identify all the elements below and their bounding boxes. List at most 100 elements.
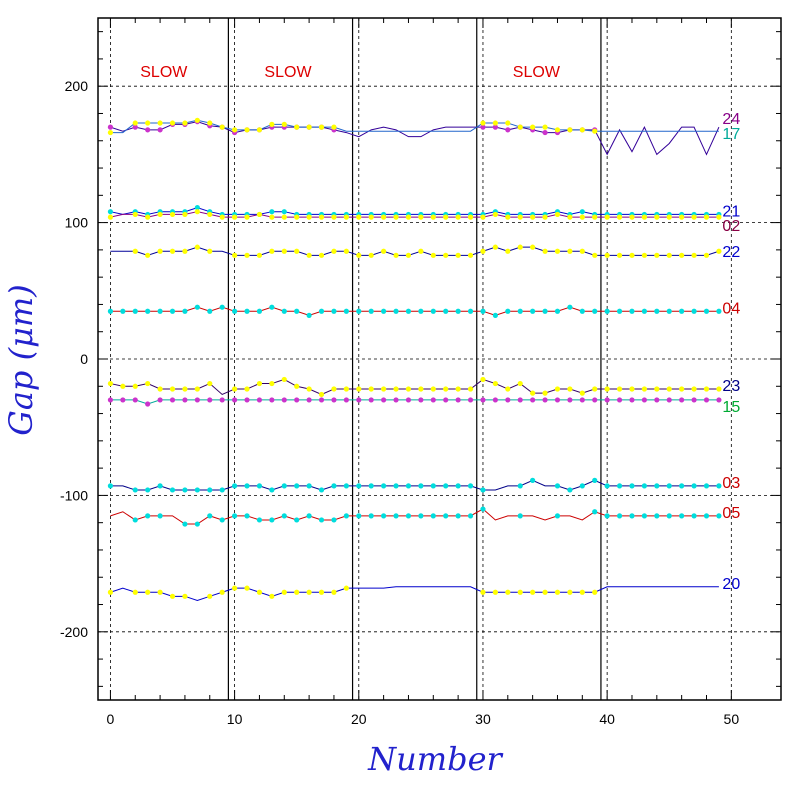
data-point-15 xyxy=(207,397,213,403)
data-point-22 xyxy=(269,248,275,254)
data-point-02 xyxy=(194,209,200,215)
data-point-20 xyxy=(281,589,287,595)
data-point-02 xyxy=(356,214,362,220)
data-point-04 xyxy=(232,308,238,314)
series-label-22: 22 xyxy=(722,244,740,261)
data-point-03 xyxy=(381,483,387,489)
data-point-15 xyxy=(641,397,648,403)
data-point-15 xyxy=(517,397,523,403)
data-point-05 xyxy=(554,513,561,519)
data-point-17 xyxy=(157,120,163,126)
data-point-23 xyxy=(716,386,722,392)
data-point-04 xyxy=(132,308,138,314)
data-point-20 xyxy=(480,589,486,595)
data-point-15 xyxy=(629,397,635,403)
data-point-15 xyxy=(294,397,300,403)
data-point-23 xyxy=(455,386,461,392)
data-point-05 xyxy=(331,517,337,523)
data-point-02 xyxy=(455,214,461,220)
data-point-15 xyxy=(716,397,722,403)
data-point-22 xyxy=(405,252,412,258)
data-point-04 xyxy=(331,308,337,314)
data-point-20 xyxy=(232,585,238,591)
data-point-02 xyxy=(554,211,561,218)
data-point-05 xyxy=(691,513,697,519)
data-point-22 xyxy=(554,248,561,254)
data-point-15 xyxy=(567,397,573,403)
data-point-21 xyxy=(281,209,287,215)
data-point-02 xyxy=(381,214,387,220)
data-point-15 xyxy=(430,397,436,403)
data-point-02 xyxy=(318,214,325,220)
data-point-04 xyxy=(505,308,511,314)
data-point-05 xyxy=(467,513,474,519)
data-point-23 xyxy=(294,383,300,389)
data-point-17 xyxy=(132,120,138,126)
data-point-23 xyxy=(467,386,474,392)
data-point-02 xyxy=(343,214,349,220)
data-point-15 xyxy=(691,397,697,403)
data-point-03 xyxy=(331,483,337,489)
data-point-04 xyxy=(467,308,474,314)
data-point-21 xyxy=(194,204,200,211)
data-point-15 xyxy=(381,397,387,403)
data-point-03 xyxy=(356,483,362,489)
data-point-05 xyxy=(443,513,449,519)
data-point-15 xyxy=(418,397,424,403)
data-point-22 xyxy=(331,248,337,254)
data-point-15 xyxy=(244,397,250,403)
data-point-15 xyxy=(281,397,287,403)
data-point-23 xyxy=(430,386,436,392)
data-point-15 xyxy=(368,397,374,403)
data-point-22 xyxy=(182,248,188,254)
data-point-23 xyxy=(281,376,287,383)
data-point-22 xyxy=(145,252,151,258)
data-point-17 xyxy=(194,117,200,123)
data-point-03 xyxy=(393,483,399,489)
data-point-20 xyxy=(182,593,188,599)
data-point-23 xyxy=(169,386,176,392)
data-point-03 xyxy=(443,483,449,489)
data-point-04 xyxy=(356,308,362,314)
data-point-04 xyxy=(703,308,710,314)
data-point-04 xyxy=(542,308,548,314)
data-point-22 xyxy=(194,244,200,250)
data-point-02 xyxy=(393,214,399,220)
data-point-03 xyxy=(579,483,585,489)
data-point-20 xyxy=(132,589,138,595)
data-point-03 xyxy=(654,483,660,489)
data-point-22 xyxy=(157,248,163,254)
data-point-17 xyxy=(318,124,325,130)
axis-ticks: 0 10 20 30 40 50 -200 -100 0 100 200 xyxy=(60,18,781,727)
series-label-24: 24 xyxy=(722,111,740,128)
data-point-22 xyxy=(306,252,312,258)
data-point-05 xyxy=(654,513,660,519)
data-point-15 xyxy=(120,397,126,403)
data-point-17 xyxy=(554,127,561,133)
data-point-17 xyxy=(306,124,312,130)
series-label-15: 15 xyxy=(722,399,740,416)
data-point-15 xyxy=(530,397,536,403)
data-point-22 xyxy=(467,252,474,258)
data-point-03 xyxy=(132,487,138,493)
data-point-15 xyxy=(145,401,151,407)
data-point-23 xyxy=(492,380,498,387)
data-point-23 xyxy=(132,383,138,389)
data-point-04 xyxy=(455,308,461,314)
data-point-03 xyxy=(455,483,461,489)
data-point-22 xyxy=(294,248,300,254)
data-point-15 xyxy=(579,397,585,403)
data-point-02 xyxy=(629,214,635,220)
data-point-23 xyxy=(641,386,648,392)
data-point-05 xyxy=(281,513,287,519)
data-point-15 xyxy=(443,397,449,403)
data-point-05 xyxy=(405,513,412,519)
data-point-03 xyxy=(480,487,486,493)
data-point-20 xyxy=(592,589,598,595)
data-point-02 xyxy=(244,214,250,220)
data-point-03 xyxy=(716,483,722,489)
data-point-03 xyxy=(679,483,685,489)
data-point-04 xyxy=(318,308,325,314)
data-point-22 xyxy=(443,252,449,258)
data-point-20 xyxy=(145,589,151,595)
